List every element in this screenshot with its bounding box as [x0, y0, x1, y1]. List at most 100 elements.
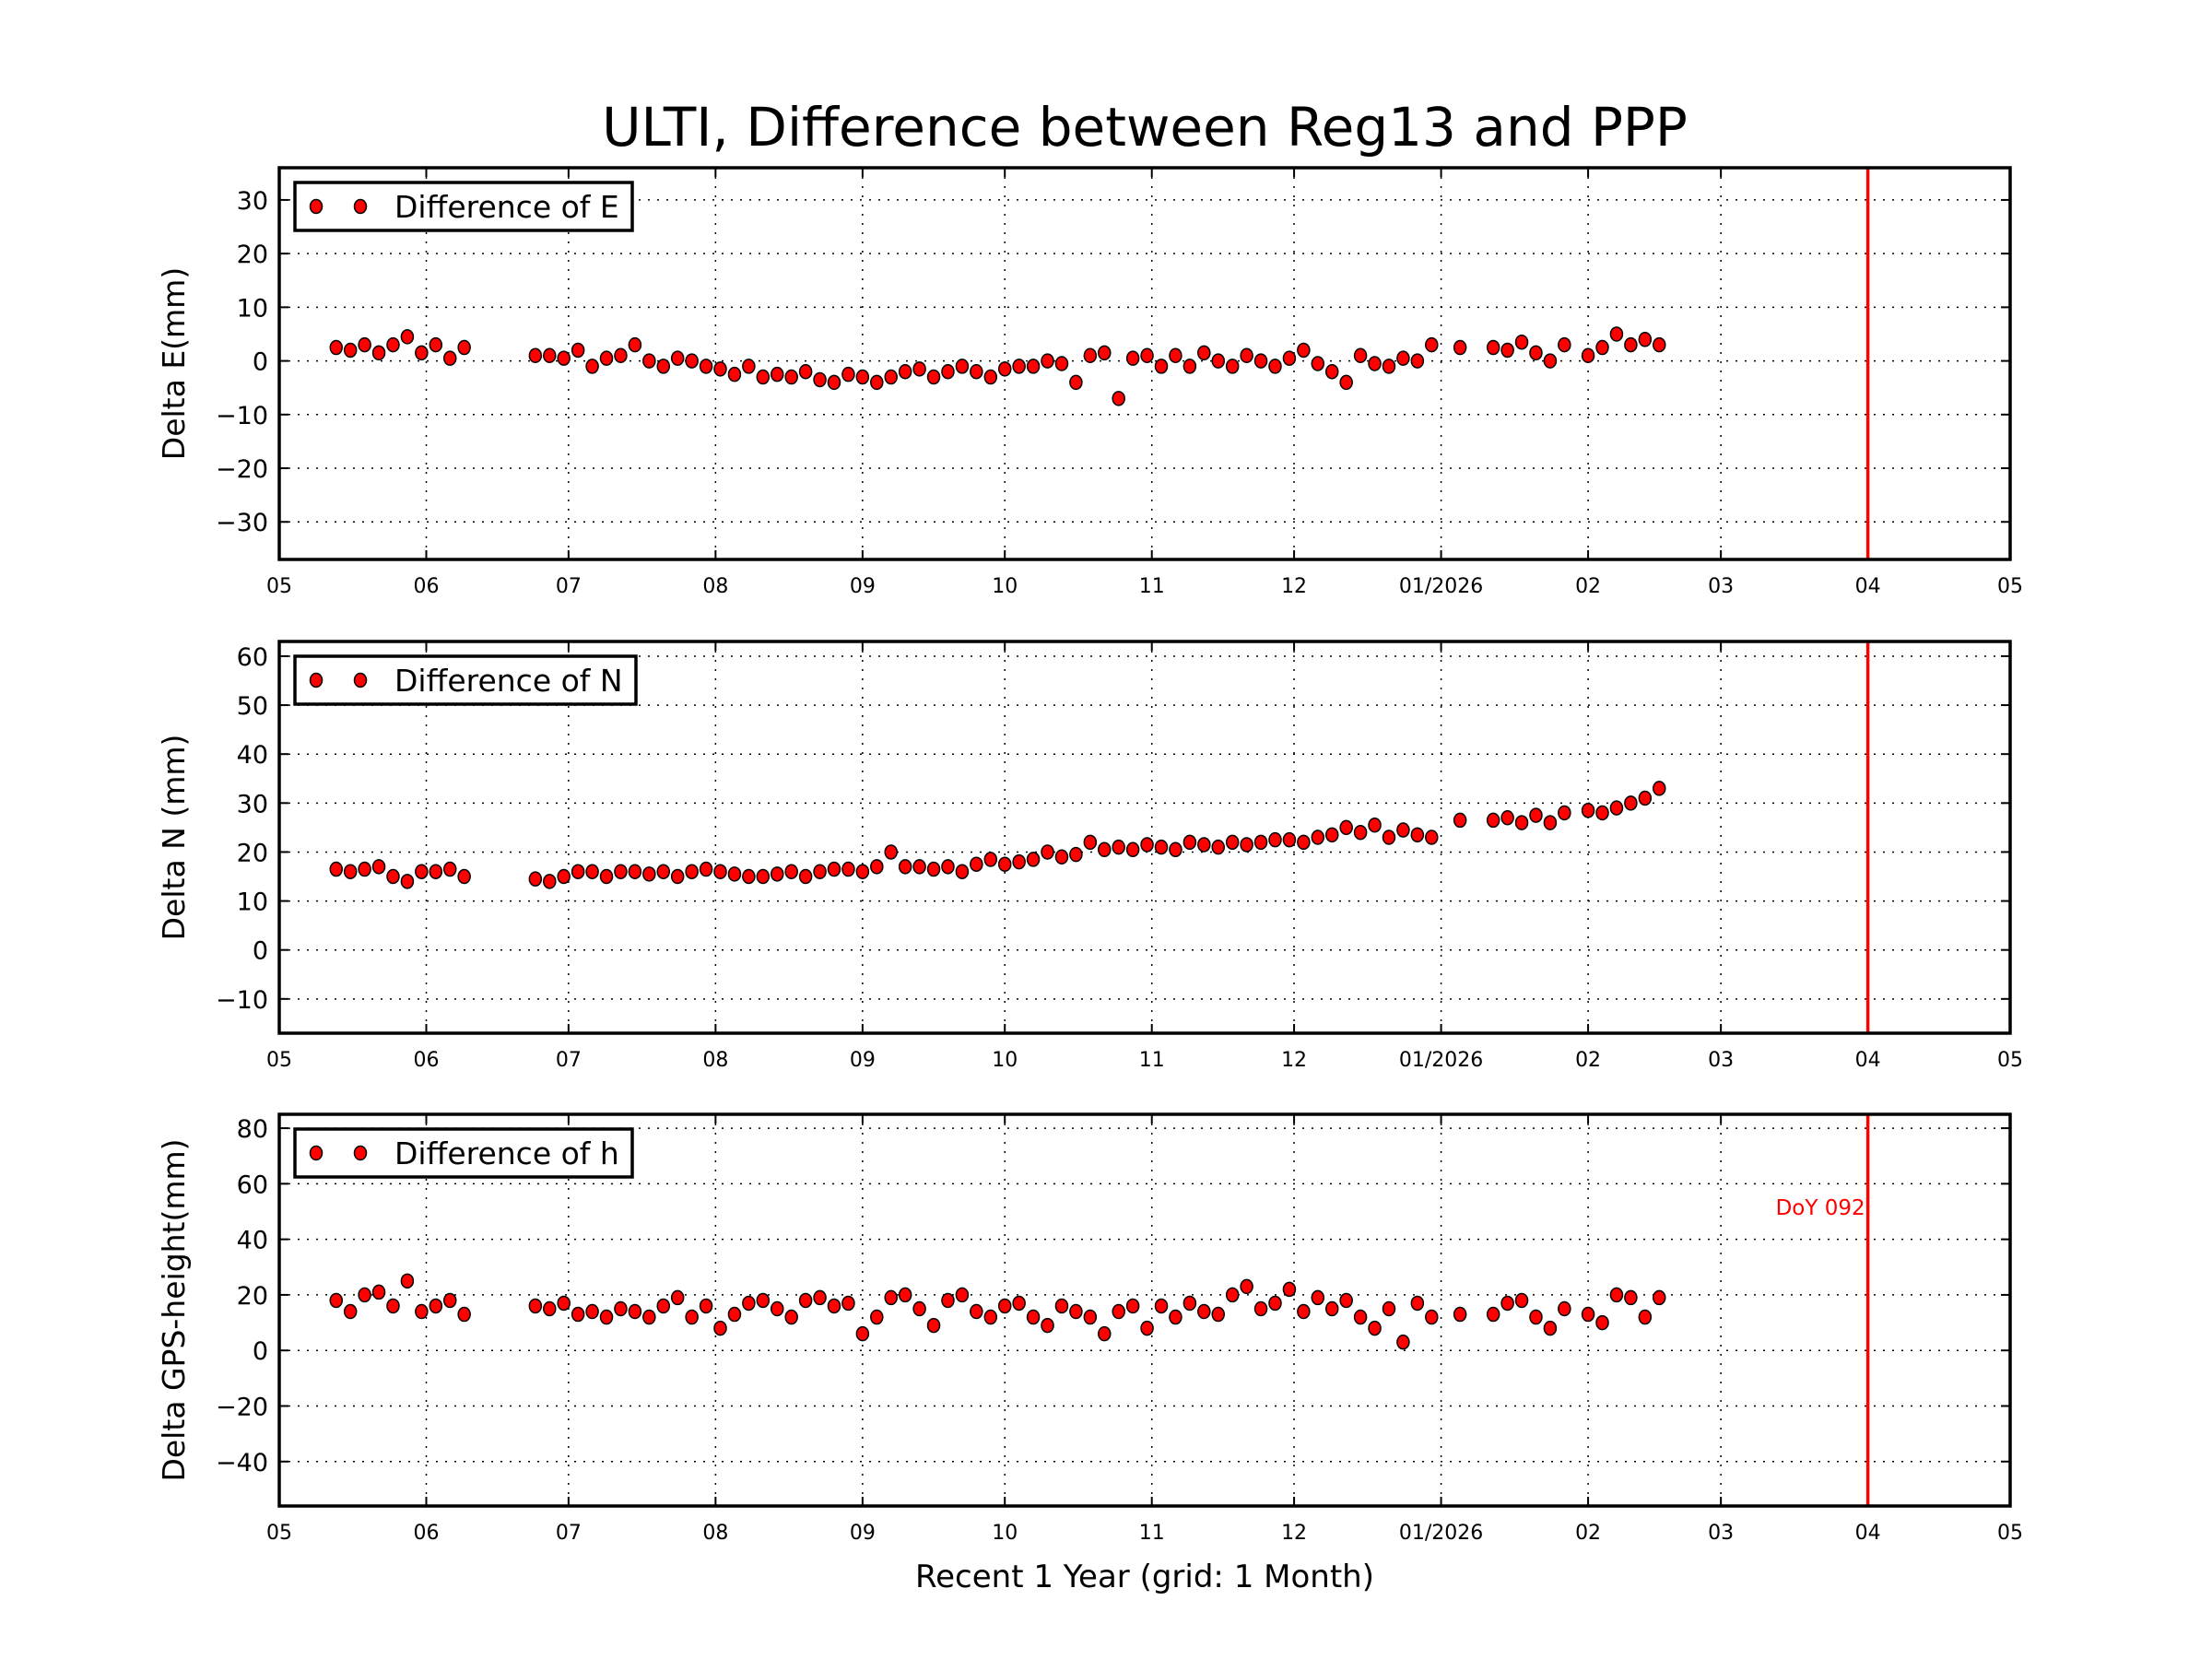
data-point: [1410, 827, 1425, 843]
data-point: [1282, 831, 1297, 848]
data-point: [1253, 353, 1268, 369]
y-tick-label: −40: [216, 1449, 268, 1477]
data-point: [855, 369, 870, 385]
data-point: [1211, 839, 1226, 855]
data-point: [1339, 1292, 1353, 1309]
axes-frame: [277, 1112, 2012, 1508]
data-point: [1169, 841, 1182, 858]
data-point: [670, 868, 685, 885]
legend-box: [293, 181, 634, 232]
data-point: [1324, 363, 1339, 380]
data-point: [557, 1295, 571, 1312]
data-point: [429, 336, 443, 353]
data-point: [685, 864, 699, 879]
x-tick-label: 04: [1855, 1522, 1881, 1545]
data-point: [1410, 353, 1425, 369]
data-point: [955, 864, 970, 879]
x-tick-label: 10: [992, 1522, 1018, 1545]
data-point: [798, 1292, 813, 1309]
data-point: [358, 1287, 371, 1303]
data-point: [1425, 336, 1439, 353]
data-point: [1529, 345, 1543, 361]
axes-frame: [277, 166, 2012, 561]
data-point: [457, 1306, 471, 1323]
data-point: [1558, 336, 1571, 353]
data-point: [1453, 339, 1467, 356]
doy-marker-label: DoY 092: [1776, 1196, 1865, 1220]
legend: Difference of N: [293, 654, 638, 706]
data-point: [1083, 1309, 1098, 1325]
data-point: [1026, 1309, 1041, 1325]
y-tick-label: 0: [253, 937, 268, 966]
data-point: [1624, 336, 1638, 353]
data-point: [713, 361, 727, 377]
legend-label: Difference of h: [394, 1135, 619, 1171]
data-point: [528, 1298, 543, 1314]
data-point: [699, 359, 713, 374]
data-point: [642, 866, 656, 882]
data-point: [528, 871, 543, 887]
data-point: [628, 864, 642, 879]
data-point: [1500, 342, 1514, 359]
y-tick-label: 0: [253, 1337, 268, 1366]
data-point: [1197, 345, 1211, 361]
y-tick-label: 40: [237, 1227, 268, 1255]
data-point: [1098, 841, 1112, 858]
data-point: [997, 1298, 1012, 1314]
data-point: [1154, 1298, 1169, 1314]
x-tick-label: 05: [266, 575, 292, 598]
data-point: [1140, 1320, 1154, 1336]
data-point: [1595, 805, 1609, 821]
data-point: [1595, 339, 1609, 356]
y-tick-label: −20: [216, 1393, 268, 1421]
data-point: [1197, 1303, 1211, 1320]
data-point: [997, 856, 1012, 872]
x-tick-label: 08: [702, 575, 728, 598]
data-point: [1112, 391, 1125, 406]
x-tick-label: 09: [850, 575, 876, 598]
data-point: [884, 1289, 898, 1306]
data-point: [1268, 831, 1282, 848]
y-axis-label: Delta N (mm): [156, 735, 192, 941]
data-point: [429, 864, 443, 879]
data-point: [1112, 839, 1125, 855]
data-point: [1054, 356, 1069, 371]
data-point: [642, 353, 656, 369]
data-point: [1514, 1292, 1529, 1309]
data-point: [1211, 1306, 1226, 1323]
data-point: [386, 336, 400, 353]
y-tick-label: 40: [237, 741, 268, 770]
data-point: [400, 1273, 415, 1289]
x-tick-label: 08: [702, 1522, 728, 1545]
data-point: [742, 359, 756, 374]
data-point: [912, 1300, 926, 1317]
data-point: [798, 363, 813, 380]
x-tick-label: 05: [266, 1049, 292, 1072]
data-point: [841, 861, 855, 877]
data-point: [1529, 807, 1543, 823]
x-tick-label: 11: [1139, 1049, 1165, 1072]
legend-box: [293, 1127, 634, 1179]
data-point: [557, 350, 571, 366]
data-point: [343, 1303, 358, 1320]
data-point: [912, 361, 926, 377]
data-point: [415, 864, 429, 879]
data-point: [855, 864, 870, 879]
data-point: [912, 859, 926, 875]
y-axis-label: Delta GPS-height(mm): [156, 1138, 192, 1481]
x-tick-label: 10: [992, 575, 1018, 598]
data-point: [1225, 359, 1240, 374]
x-tick-label: 07: [556, 1049, 582, 1072]
data-point: [1486, 812, 1500, 829]
legend-marker: [353, 198, 368, 215]
data-point: [841, 366, 855, 382]
y-tick-label: −10: [216, 402, 268, 430]
data-point: [457, 868, 471, 885]
y-tick-label: 20: [237, 241, 268, 269]
data-point: [1311, 830, 1325, 845]
data-point: [1253, 834, 1268, 851]
data-point: [1529, 1309, 1543, 1325]
data-point: [1609, 1287, 1624, 1303]
data-point: [1311, 1289, 1325, 1306]
data-point: [343, 342, 358, 359]
